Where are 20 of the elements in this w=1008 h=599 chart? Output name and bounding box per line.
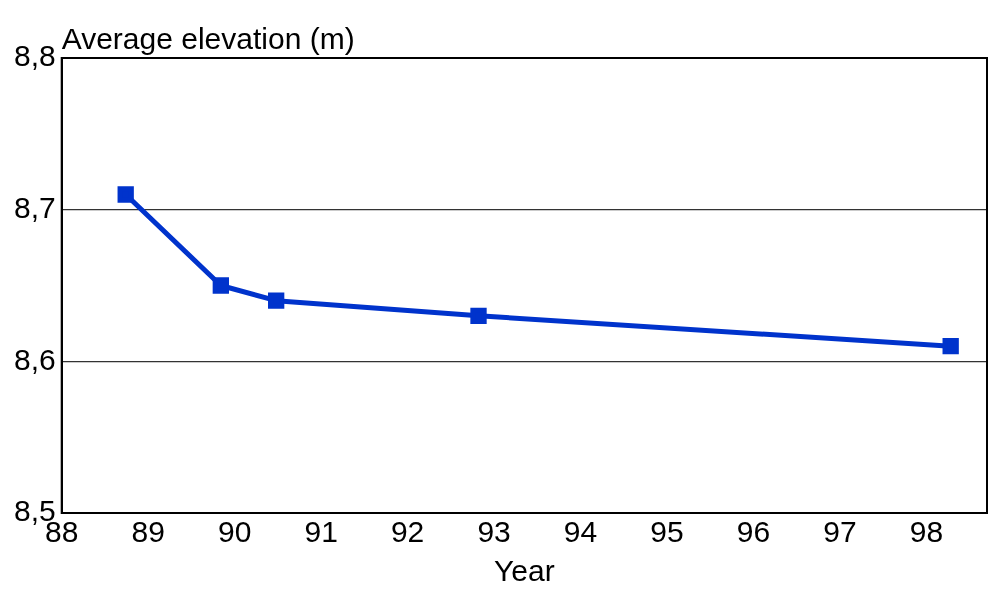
point [942, 338, 959, 355]
point [117, 186, 134, 203]
x-tick-label: 90 [217, 515, 252, 549]
y-tick-label: 8,7 [13, 190, 56, 224]
point [268, 292, 285, 309]
x-axis-title: Year [494, 554, 555, 588]
x-tick-label: 93 [477, 515, 511, 549]
x-tick-label: 91 [304, 515, 338, 549]
y-axis-title: Average elevation (m) [61, 22, 355, 56]
point [470, 307, 487, 324]
x-tick-label: 97 [823, 515, 857, 549]
x-tick-label: 98 [909, 515, 944, 549]
y-tick-label: 8,6 [13, 342, 56, 376]
y-tick-label: 8,8 [13, 39, 56, 73]
x-tick-label: 94 [563, 515, 598, 549]
x-tick-label: 96 [736, 515, 771, 549]
x-tick-label: 92 [390, 515, 425, 549]
point [212, 277, 229, 294]
x-tick-label: 89 [131, 515, 165, 549]
x-tick-label: 95 [650, 515, 684, 549]
